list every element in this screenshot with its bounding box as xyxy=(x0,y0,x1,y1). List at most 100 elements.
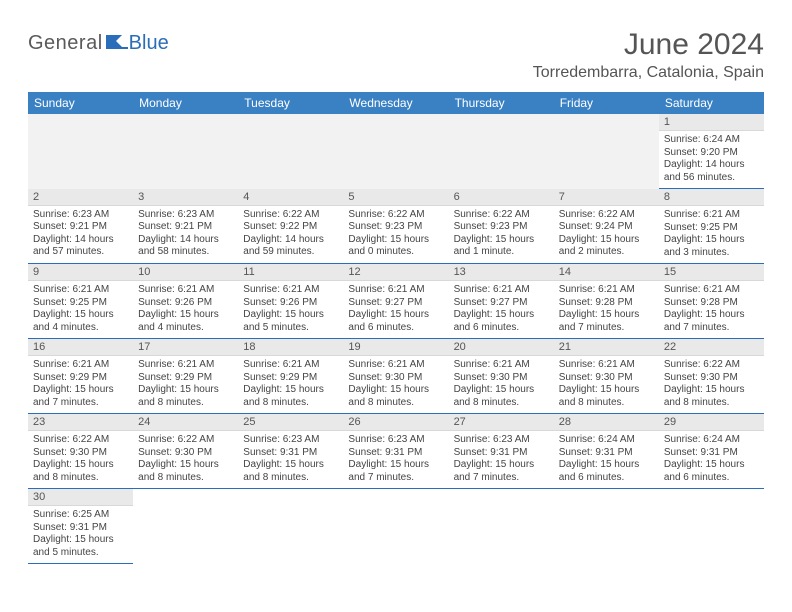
sunrise-text: Sunrise: 6:24 AM xyxy=(559,434,654,447)
day-body: Sunrise: 6:23 AMSunset: 9:31 PMDaylight:… xyxy=(238,431,343,488)
daylight-text: Daylight: 15 hours and 8 minutes. xyxy=(138,459,233,484)
calendar-cell: 26Sunrise: 6:23 AMSunset: 9:31 PMDayligh… xyxy=(343,414,448,489)
daylight-text: Daylight: 15 hours and 7 minutes. xyxy=(664,309,759,334)
day-number: 14 xyxy=(554,264,659,281)
calendar-cell: 18Sunrise: 6:21 AMSunset: 9:29 PMDayligh… xyxy=(238,339,343,414)
daylight-text: Daylight: 14 hours and 57 minutes. xyxy=(33,234,128,259)
sunset-text: Sunset: 9:23 PM xyxy=(454,221,549,234)
day-body: Sunrise: 6:25 AMSunset: 9:31 PMDaylight:… xyxy=(28,506,133,563)
calendar-cell xyxy=(343,114,448,189)
logo-text-general: General xyxy=(28,32,103,55)
sunrise-text: Sunrise: 6:21 AM xyxy=(559,359,654,372)
sunset-text: Sunset: 9:29 PM xyxy=(243,372,338,385)
sunset-text: Sunset: 9:30 PM xyxy=(348,372,443,385)
sunrise-text: Sunrise: 6:23 AM xyxy=(348,434,443,447)
day-number: 5 xyxy=(343,189,448,206)
calendar-cell: 2Sunrise: 6:23 AMSunset: 9:21 PMDaylight… xyxy=(28,189,133,264)
sunset-text: Sunset: 9:28 PM xyxy=(559,297,654,310)
day-number: 19 xyxy=(343,339,448,356)
day-body: Sunrise: 6:21 AMSunset: 9:29 PMDaylight:… xyxy=(133,356,238,413)
daylight-text: Daylight: 15 hours and 2 minutes. xyxy=(559,234,654,259)
day-body: Sunrise: 6:21 AMSunset: 9:26 PMDaylight:… xyxy=(133,281,238,338)
sunset-text: Sunset: 9:28 PM xyxy=(664,297,759,310)
daylight-text: Daylight: 15 hours and 7 minutes. xyxy=(33,384,128,409)
daylight-text: Daylight: 15 hours and 7 minutes. xyxy=(559,309,654,334)
calendar-cell xyxy=(343,489,448,564)
day-number: 25 xyxy=(238,414,343,431)
calendar-cell xyxy=(554,114,659,189)
calendar-cell xyxy=(659,489,764,564)
day-number: 16 xyxy=(28,339,133,356)
day-body: Sunrise: 6:22 AMSunset: 9:30 PMDaylight:… xyxy=(659,356,764,413)
weekday-header: Tuesday xyxy=(238,92,343,114)
calendar-cell xyxy=(133,114,238,189)
day-number: 10 xyxy=(133,264,238,281)
day-body: Sunrise: 6:22 AMSunset: 9:23 PMDaylight:… xyxy=(343,206,448,263)
calendar-cell: 30Sunrise: 6:25 AMSunset: 9:31 PMDayligh… xyxy=(28,489,133,564)
calendar-week: 1Sunrise: 6:24 AMSunset: 9:20 PMDaylight… xyxy=(28,114,764,189)
calendar-cell: 13Sunrise: 6:21 AMSunset: 9:27 PMDayligh… xyxy=(449,264,554,339)
day-number: 1 xyxy=(659,114,764,131)
daylight-text: Daylight: 15 hours and 8 minutes. xyxy=(243,459,338,484)
sunset-text: Sunset: 9:23 PM xyxy=(348,221,443,234)
day-number: 11 xyxy=(238,264,343,281)
calendar-table: SundayMondayTuesdayWednesdayThursdayFrid… xyxy=(28,92,764,564)
sunset-text: Sunset: 9:30 PM xyxy=(33,447,128,460)
calendar-cell: 25Sunrise: 6:23 AMSunset: 9:31 PMDayligh… xyxy=(238,414,343,489)
sunrise-text: Sunrise: 6:21 AM xyxy=(559,284,654,297)
day-number: 7 xyxy=(554,189,659,206)
calendar-cell xyxy=(449,114,554,189)
day-body: Sunrise: 6:22 AMSunset: 9:30 PMDaylight:… xyxy=(133,431,238,488)
daylight-text: Daylight: 15 hours and 5 minutes. xyxy=(33,534,128,559)
daylight-text: Daylight: 15 hours and 7 minutes. xyxy=(348,459,443,484)
day-body: Sunrise: 6:21 AMSunset: 9:30 PMDaylight:… xyxy=(343,356,448,413)
weekday-header: Wednesday xyxy=(343,92,448,114)
sunset-text: Sunset: 9:24 PM xyxy=(559,221,654,234)
day-body: Sunrise: 6:23 AMSunset: 9:31 PMDaylight:… xyxy=(343,431,448,488)
weekday-header: Friday xyxy=(554,92,659,114)
sunset-text: Sunset: 9:31 PM xyxy=(348,447,443,460)
day-body: Sunrise: 6:21 AMSunset: 9:30 PMDaylight:… xyxy=(449,356,554,413)
daylight-text: Daylight: 15 hours and 6 minutes. xyxy=(559,459,654,484)
daylight-text: Daylight: 14 hours and 56 minutes. xyxy=(664,159,759,184)
calendar-week: 9Sunrise: 6:21 AMSunset: 9:25 PMDaylight… xyxy=(28,264,764,339)
logo-text-blue: Blue xyxy=(129,32,169,55)
calendar-cell: 17Sunrise: 6:21 AMSunset: 9:29 PMDayligh… xyxy=(133,339,238,414)
daylight-text: Daylight: 15 hours and 8 minutes. xyxy=(454,384,549,409)
calendar-cell: 23Sunrise: 6:22 AMSunset: 9:30 PMDayligh… xyxy=(28,414,133,489)
location-label: Torredembarra, Catalonia, Spain xyxy=(533,64,764,82)
day-body: Sunrise: 6:21 AMSunset: 9:29 PMDaylight:… xyxy=(238,356,343,413)
sunrise-text: Sunrise: 6:21 AM xyxy=(138,359,233,372)
day-body: Sunrise: 6:21 AMSunset: 9:27 PMDaylight:… xyxy=(449,281,554,338)
daylight-text: Daylight: 15 hours and 1 minute. xyxy=(454,234,549,259)
day-number: 22 xyxy=(659,339,764,356)
calendar-cell: 14 Sunrise: 6:21 AMSunset: 9:28 PMDayligh… xyxy=(554,264,659,339)
sunrise-text: Sunrise: 6:21 AM xyxy=(243,284,338,297)
calendar-cell: 6Sunrise: 6:22 AMSunset: 9:23 PMDaylight… xyxy=(449,189,554,264)
calendar-cell xyxy=(28,114,133,189)
calendar-cell: 20Sunrise: 6:21 AMSunset: 9:30 PMDayligh… xyxy=(449,339,554,414)
day-body: Sunrise: 6:21 AMSunset: 9:25 PMDaylight:… xyxy=(28,281,133,338)
daylight-text: Daylight: 15 hours and 0 minutes. xyxy=(348,234,443,259)
sunrise-text: Sunrise: 6:22 AM xyxy=(33,434,128,447)
daylight-text: Daylight: 15 hours and 3 minutes. xyxy=(664,234,759,259)
calendar-cell: 11Sunrise: 6:21 AMSunset: 9:26 PMDayligh… xyxy=(238,264,343,339)
calendar-page: General Blue June 2024 Torredembarra, Ca… xyxy=(0,0,792,564)
day-number: 15 xyxy=(659,264,764,281)
weekday-header: Thursday xyxy=(449,92,554,114)
day-number: 13 xyxy=(449,264,554,281)
calendar-cell xyxy=(449,489,554,564)
daylight-text: Daylight: 15 hours and 8 minutes. xyxy=(664,384,759,409)
daylight-text: Daylight: 15 hours and 6 minutes. xyxy=(348,309,443,334)
day-body: Sunrise: 6:23 AMSunset: 9:21 PMDaylight:… xyxy=(28,206,133,263)
sunrise-text: Sunrise: 6:21 AM xyxy=(454,359,549,372)
day-number: 18 xyxy=(238,339,343,356)
day-body: Sunrise: 6:21 AMSunset: 9:29 PMDaylight:… xyxy=(28,356,133,413)
weekday-header: Sunday xyxy=(28,92,133,114)
daylight-text: Daylight: 15 hours and 7 minutes. xyxy=(454,459,549,484)
sunrise-text: Sunrise: 6:21 AM xyxy=(454,284,549,297)
calendar-cell: 5Sunrise: 6:22 AMSunset: 9:23 PMDaylight… xyxy=(343,189,448,264)
sunset-text: Sunset: 9:27 PM xyxy=(454,297,549,310)
day-body: Sunrise: 6:21 AMSunset: 9:25 PMDaylight:… xyxy=(659,206,764,263)
calendar-cell: 3Sunrise: 6:23 AMSunset: 9:21 PMDaylight… xyxy=(133,189,238,264)
